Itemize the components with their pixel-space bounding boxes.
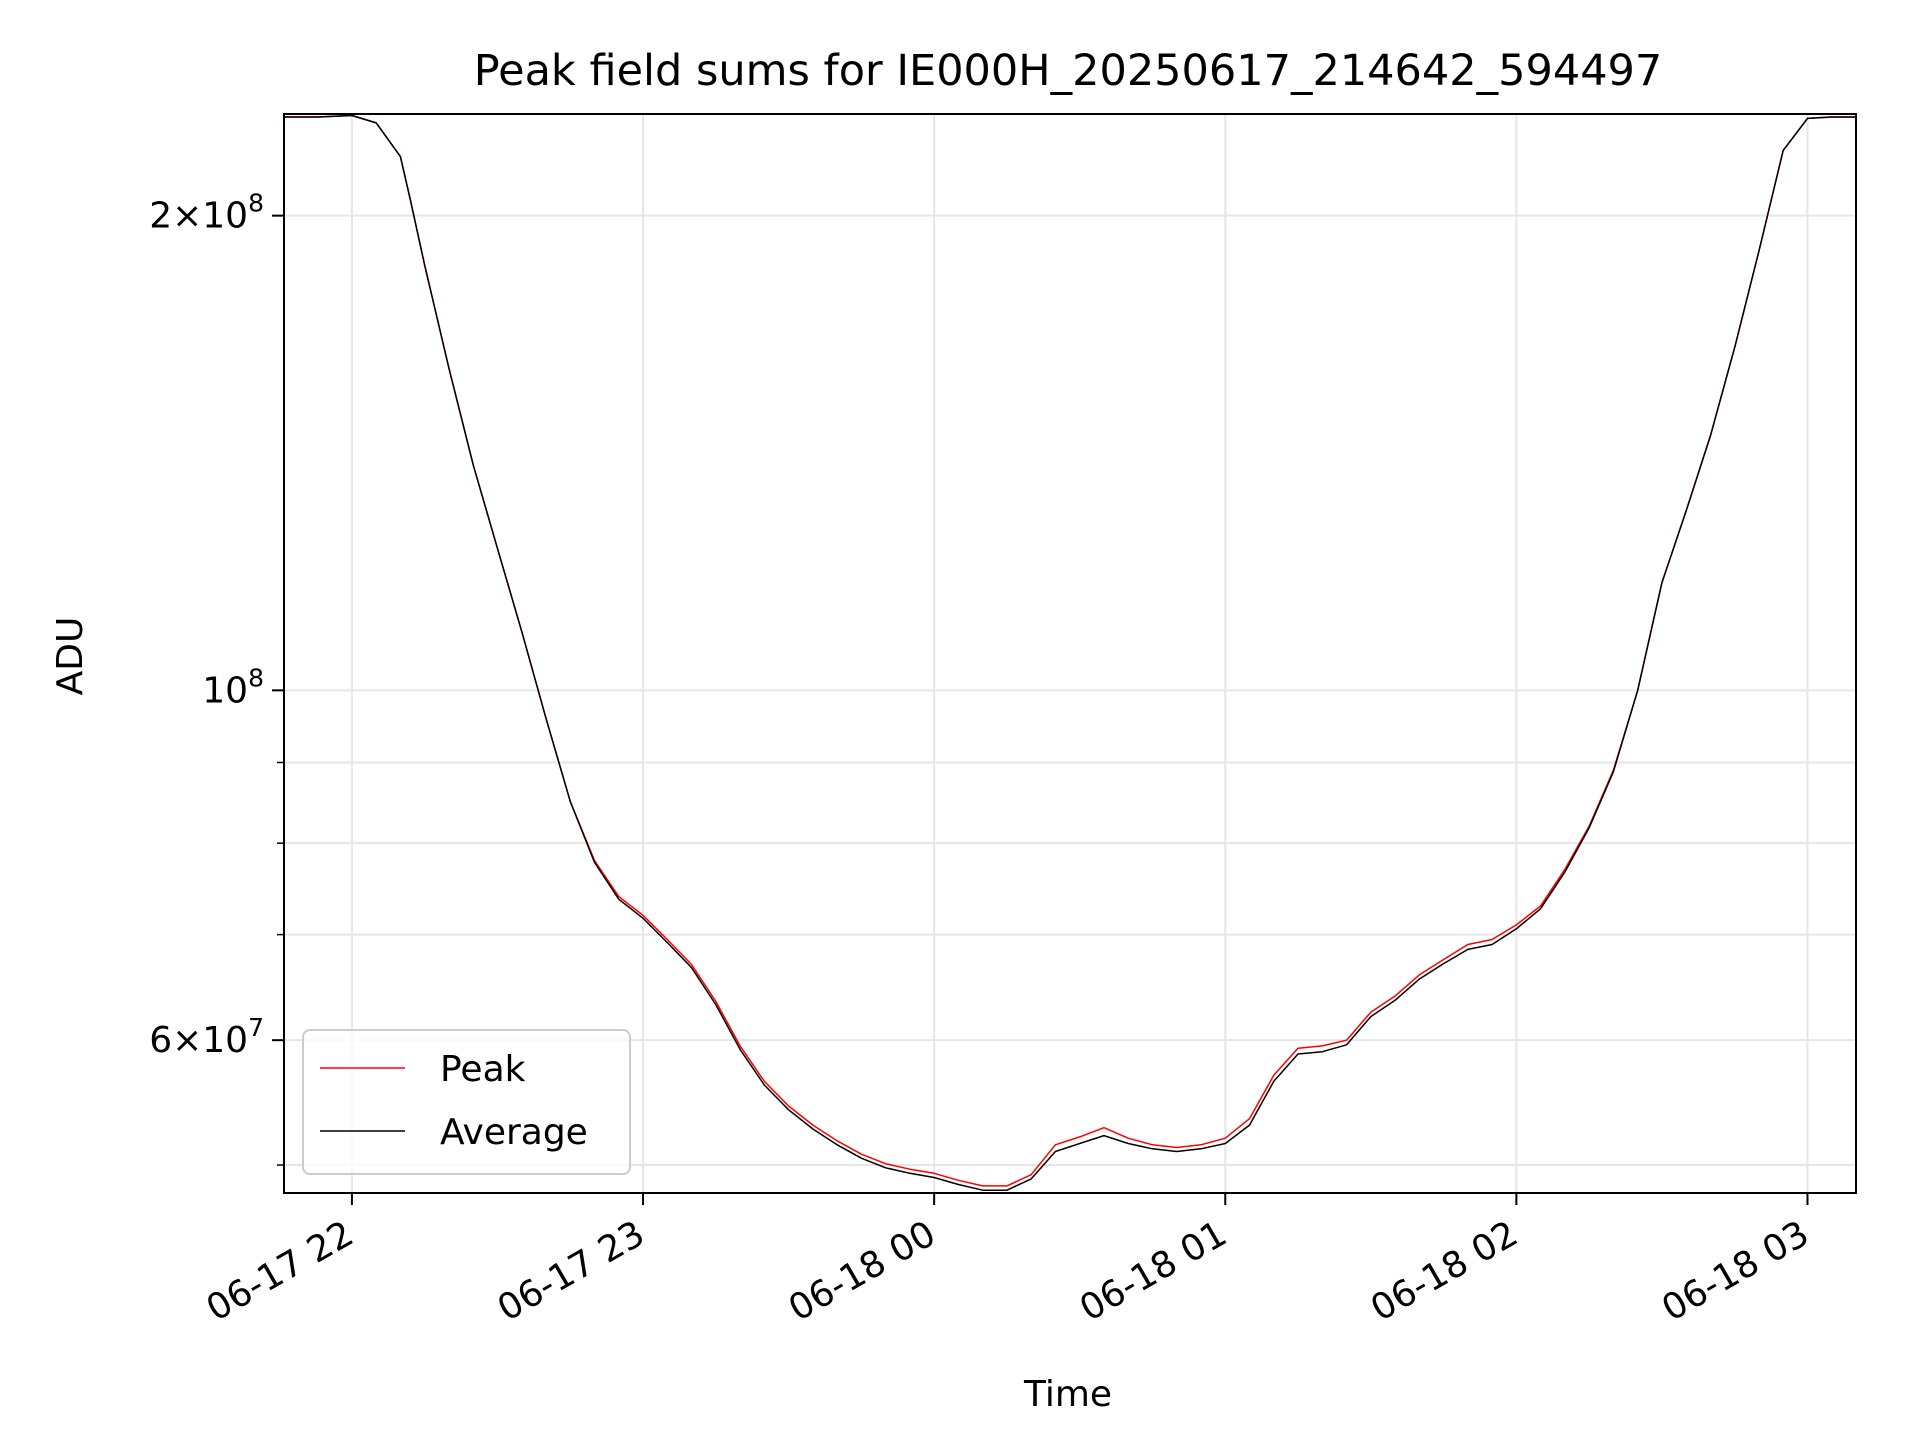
y-tick-label: 108: [202, 663, 264, 711]
legend: Peak Average: [302, 1029, 631, 1175]
plot-frame: [283, 113, 1857, 1194]
series-line-average: [284, 114, 1856, 1191]
series-layer: [284, 114, 1856, 1191]
legend-peak-label: Peak: [440, 1049, 526, 1090]
grid: [284, 114, 1856, 1193]
x-axis-label: Time: [1023, 1374, 1112, 1415]
y-axis-label: ADU: [50, 617, 91, 696]
chart-title: Peak field sums for IE000H_20250617_2146…: [474, 46, 1663, 96]
legend-average-label: Average: [440, 1112, 588, 1153]
y-tick-label: 2×108: [149, 189, 264, 237]
legend-box: [302, 1029, 631, 1175]
y-tick-label: 6×107: [149, 1013, 264, 1061]
